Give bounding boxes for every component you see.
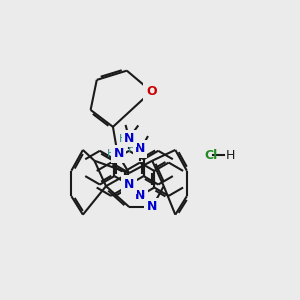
Text: N: N bbox=[113, 147, 124, 160]
Text: O: O bbox=[146, 85, 157, 98]
Text: H: H bbox=[118, 134, 127, 144]
Text: N: N bbox=[135, 189, 145, 203]
Text: H: H bbox=[225, 149, 235, 162]
Text: N: N bbox=[135, 142, 145, 155]
Text: H: H bbox=[128, 144, 137, 154]
Text: N: N bbox=[147, 200, 158, 213]
Text: N: N bbox=[124, 132, 135, 145]
Text: H: H bbox=[106, 149, 115, 159]
Text: N: N bbox=[124, 178, 134, 191]
Text: Cl: Cl bbox=[205, 149, 218, 162]
